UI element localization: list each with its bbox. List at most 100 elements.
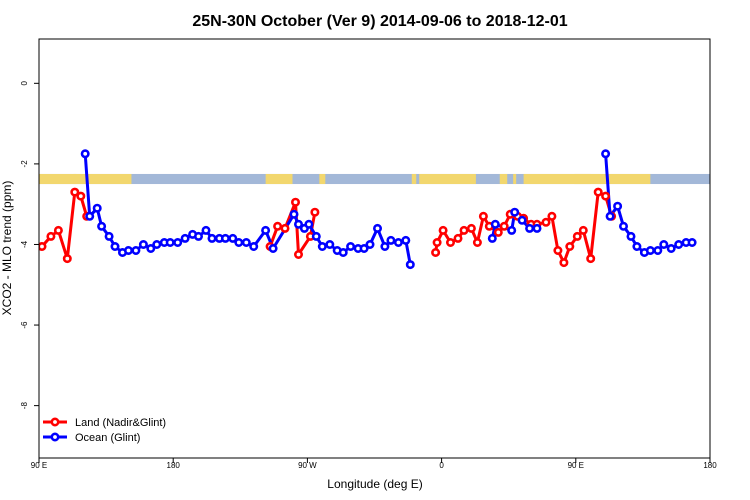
ocean-point [525,223,535,233]
plot-frame [38,38,711,459]
y-tick-label: -6 [20,321,29,329]
land-legend-label: Land (Nadir&Glint) [75,417,166,429]
land-point [46,231,56,241]
ocean-point [372,223,382,233]
ocean-point [165,238,175,248]
land-point [280,223,290,233]
ocean-point [234,238,244,248]
land-band [265,173,293,185]
land-point [586,254,596,264]
ocean-point [517,215,527,225]
ocean-point [92,203,102,213]
land-point [445,238,455,248]
ocean-point [289,209,299,219]
y-tick-label: 0 [20,81,29,86]
ocean-point [80,149,90,159]
ocean-legend-marker [50,432,60,442]
y-tick-label: -2 [20,160,29,168]
land-band [411,173,417,185]
ocean-point [359,244,369,254]
legend: Land (Nadir&Glint) Ocean (Glint) [43,417,166,444]
land-point [70,187,80,197]
land-point [472,238,482,248]
ocean-point [249,242,259,252]
ocean-point [325,240,335,250]
land-series-line [40,190,89,261]
x-tick-label: 180 [167,461,181,470]
ocean-point [152,240,162,250]
land-band [523,173,591,185]
series-layer [39,149,697,270]
ocean-point [632,242,642,252]
land-band [419,173,476,185]
x-tick-label: 0 [439,461,444,470]
land-point [553,246,563,256]
ocean-point [687,238,697,248]
ocean-point [666,244,676,254]
ocean-point [613,201,623,211]
chart-title: 25N-30N October (Ver 9) 2014-09-06 to 20… [192,13,567,30]
land-point [459,225,469,235]
x-tick-label: 180 [703,461,717,470]
y-axis: 0 -2 -4 -6 -8 [20,81,39,409]
ocean-point [618,221,628,231]
land-point [499,221,509,231]
land-band [73,173,132,185]
land-point [493,227,503,237]
ocean-point [138,240,148,250]
x-axis: 90 E 180 90 W 0 90 E 180 [31,458,717,470]
ocean-point [653,246,663,256]
land-point [601,191,611,201]
x-tick-label: 90 E [568,461,584,470]
ocean-point [104,231,114,241]
ocean-point [365,240,375,250]
land-band [574,173,651,185]
ocean-point [146,244,156,254]
ocean-point [85,211,95,221]
ocean-point [194,231,204,241]
land-point [432,238,442,248]
land-point [53,225,63,235]
land-point [39,242,47,251]
ocean-point [261,225,271,235]
land-point [565,242,575,252]
ocean-point [97,221,107,231]
ocean-point [401,235,411,245]
ocean-point [124,246,134,256]
ocean-point [601,149,611,159]
ocean-point [304,219,314,229]
land-point [431,248,441,258]
ocean-point [346,242,356,252]
ocean-point [241,238,251,248]
ocean-point [532,223,542,233]
ocean-point [386,235,396,245]
ocean-point [131,246,141,256]
ocean-point [405,260,415,270]
ocean-point [228,233,238,243]
ocean-point [180,233,190,243]
y-axis-label: XCO2 - MLO trend (ppm) [0,181,14,316]
ocean-point [311,231,321,241]
ocean-point [207,233,217,243]
ocean-band [39,173,710,185]
land-point [466,223,476,233]
ocean-point [317,242,327,252]
ocean-point [380,242,390,252]
land-point [273,221,283,231]
land-point [578,225,588,235]
ocean-point [220,233,230,243]
x-axis-label: Longitude (deg E) [327,477,422,491]
ocean-point [626,231,636,241]
ocean-point [201,225,211,235]
ocean-point [605,211,615,221]
land-point [453,233,463,243]
land-point [593,187,603,197]
land-point [478,211,488,221]
land-legend-marker [50,417,60,427]
ocean-point [510,207,520,217]
ocean-point [490,219,500,229]
ocean-point [110,242,120,252]
x-tick-label: 90 W [298,461,317,470]
ocean-point [645,246,655,256]
